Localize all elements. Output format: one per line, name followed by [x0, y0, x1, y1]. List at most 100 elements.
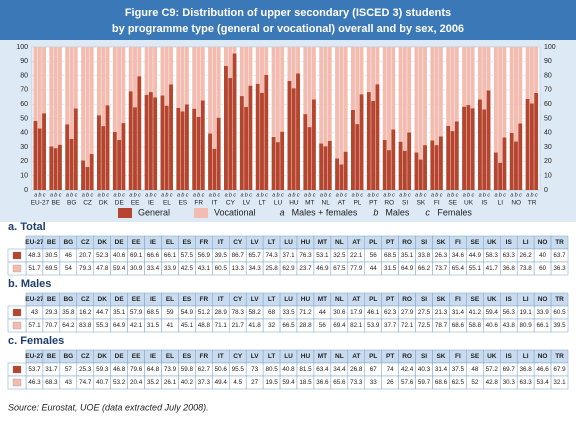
table-value: 49.4 [215, 379, 228, 386]
table-value: 54 [65, 265, 73, 272]
table-header: LI [523, 239, 529, 246]
table-value: 36.3 [553, 265, 566, 272]
table-value: 42.5 [181, 265, 194, 272]
vocational-bar [180, 47, 185, 112]
general-bar [514, 141, 518, 190]
table-header: NL [335, 239, 344, 246]
table-header: CZ [81, 353, 90, 360]
table-value: 52.3 [96, 252, 109, 259]
vocational-bar [164, 47, 169, 106]
vocational-bar [486, 47, 491, 91]
table-value: 44.7 [96, 309, 109, 316]
table-value: 48.3 [28, 252, 41, 259]
general-bar [200, 100, 205, 190]
group-letter: b [435, 192, 438, 198]
vocational-bar [37, 46, 42, 129]
vocational-bar [228, 47, 233, 79]
table-value: 39.5 [215, 252, 228, 259]
x-tick-label: ES [178, 200, 187, 207]
general-bar [355, 124, 360, 190]
table-value: 58.8 [469, 322, 482, 329]
table-value: 31.4 [452, 309, 465, 316]
table-header: RO [402, 353, 412, 360]
group-letter: a [82, 192, 85, 198]
table-value: 21.7 [232, 322, 245, 329]
row-swatch [12, 264, 22, 273]
table-header: EU-27 [25, 296, 44, 303]
general-bar [275, 142, 280, 190]
general-bar [382, 139, 387, 190]
y2-tick-label: 30 [544, 144, 552, 151]
table-value: 58.2 [249, 309, 262, 316]
general-bar [534, 92, 539, 190]
general-bar [327, 140, 332, 190]
table-value: 48 [471, 366, 479, 373]
table-value: 46.6 [536, 366, 549, 373]
table-value: 31.4 [435, 366, 448, 373]
table-value: 46.8 [113, 366, 126, 373]
table-value: 57.6 [401, 379, 414, 386]
table-header: LU [284, 353, 293, 360]
table-value: 46.1 [367, 309, 380, 316]
table-value: 64.2 [62, 322, 75, 329]
x-tick-label: RO [384, 200, 394, 207]
general-bar [518, 123, 523, 190]
group-letter: a [431, 192, 434, 198]
table-value: 71.1 [215, 322, 228, 329]
vocational-bar [327, 47, 332, 141]
table-value: 69.4 [333, 322, 346, 329]
table-header: RO [402, 296, 412, 303]
vocational-bar [366, 47, 371, 93]
row-swatch [12, 251, 22, 260]
general-bar [434, 145, 439, 190]
table-value: 27 [251, 379, 259, 386]
table-cell [550, 261, 569, 276]
table-value: 44 [370, 265, 378, 272]
general-bar [359, 94, 364, 190]
x-tick-label: FI [434, 200, 440, 207]
table-header: IS [506, 353, 513, 360]
vocational-bar [260, 47, 264, 93]
group-letter: b [150, 192, 153, 198]
group-letter: b [388, 192, 391, 198]
general-bar [271, 136, 276, 190]
vocational-bar [216, 47, 221, 118]
general-bar [493, 152, 498, 190]
vocational-bar [133, 47, 137, 108]
table-value: 39.5 [553, 322, 566, 329]
table-header: TR [555, 296, 564, 303]
table-value: 74 [387, 366, 395, 373]
table-value: 26.8 [350, 366, 363, 373]
x-tick-label: SK [417, 200, 426, 207]
row-swatch [12, 378, 22, 387]
table-header: NO [538, 353, 548, 360]
group-letter: c [360, 192, 363, 198]
group-letter: c [106, 192, 109, 198]
table-header: HU [301, 353, 311, 360]
table-value: 33.5 [282, 309, 295, 316]
x-tick-label: DE [115, 200, 125, 207]
general-bar [121, 123, 126, 190]
vocational-bar [462, 47, 467, 107]
group-letter: c [344, 192, 347, 198]
group-letter: a [415, 192, 418, 198]
general-bar [53, 148, 58, 190]
table-value: 21.3 [435, 309, 448, 316]
group-letter: b [292, 192, 295, 198]
table-header: IT [218, 239, 224, 246]
table-header: TR [555, 353, 564, 360]
general-bar [450, 131, 455, 190]
table-value: 74.3 [265, 252, 278, 259]
table-value: 34.6 [452, 252, 465, 259]
group-letter: b [340, 192, 343, 198]
vocational-bar [33, 47, 38, 121]
vocational-bar [232, 47, 237, 54]
table-value: 78.7 [435, 322, 448, 329]
legend-letter: c [425, 207, 430, 217]
general-bar [137, 76, 142, 190]
group-letter: b [54, 192, 57, 198]
x-tick-label: UK [464, 200, 474, 207]
table-header: LI [523, 353, 529, 360]
vocational-bar [454, 47, 459, 122]
table-header: FI [455, 353, 461, 360]
